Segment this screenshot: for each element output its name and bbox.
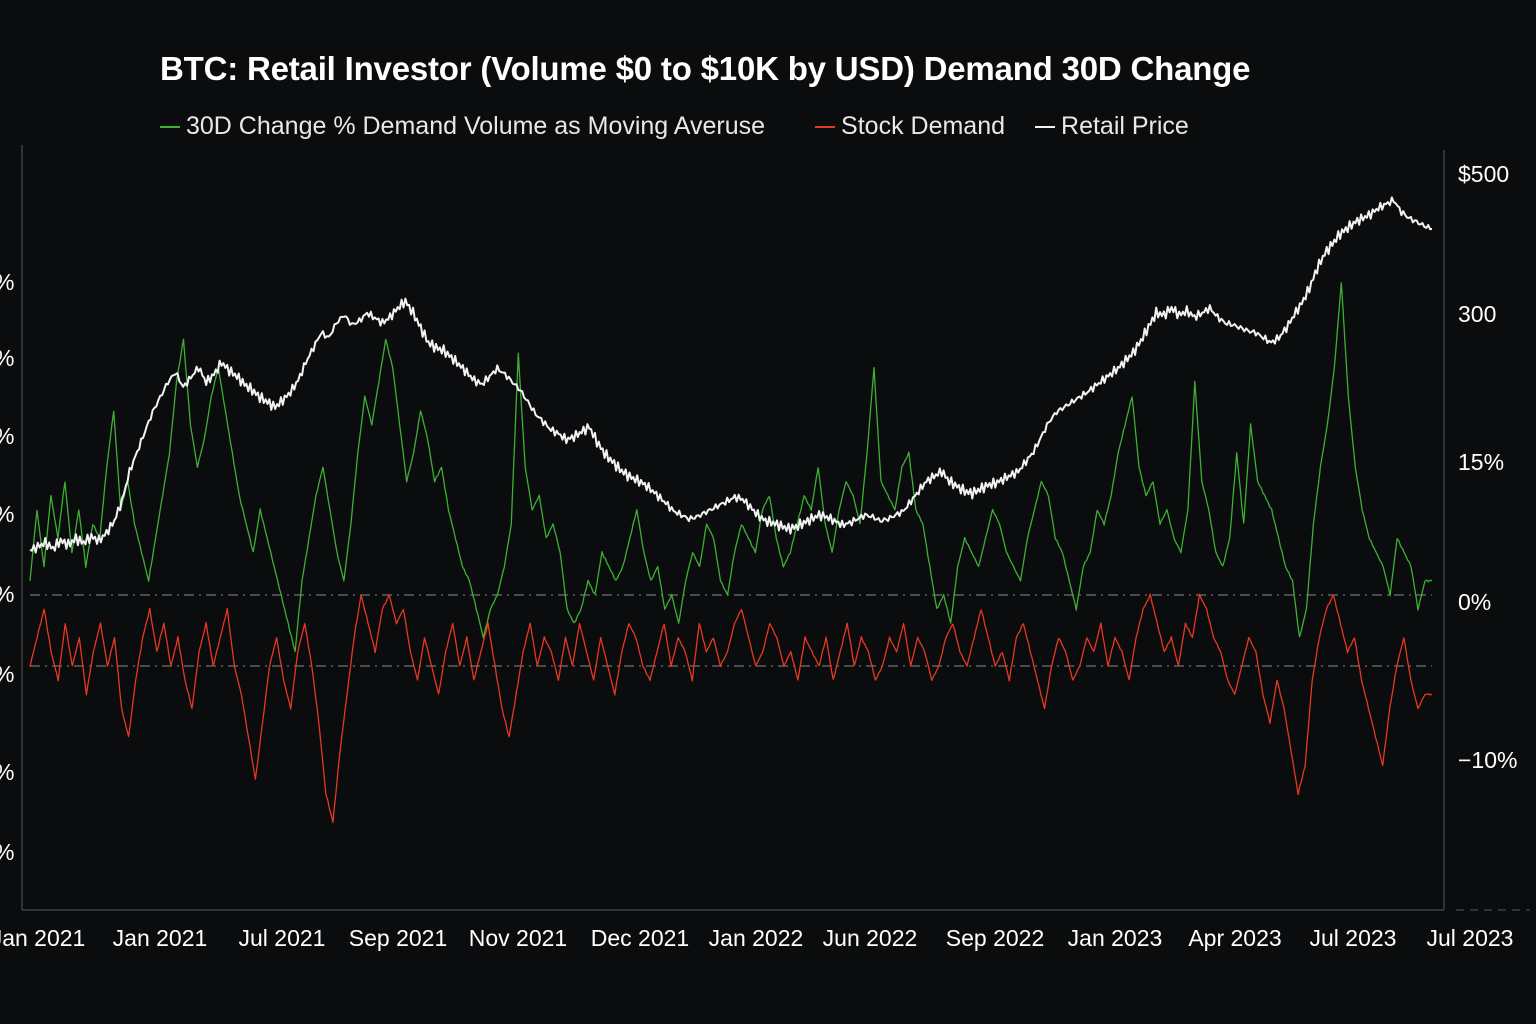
left-axis-tick-label: % <box>0 661 14 687</box>
legend-label-demand: 30D Change % Demand Volume as Moving Ave… <box>186 112 766 140</box>
chart-title: BTC: Retail Investor (Volume $0 to $10K … <box>160 50 1251 87</box>
left-axis-tick-label: % <box>0 501 14 527</box>
legend-label-price: Retail Price <box>1061 112 1189 140</box>
chart-legend: 30D Change % Demand Volume as Moving Ave… <box>160 112 1219 141</box>
x-tick-label: Apr 2023 <box>1188 925 1281 951</box>
right-axis-tick-label: $500 <box>1458 161 1509 187</box>
legend-swatch-demand <box>160 125 180 128</box>
x-tick-label: Jul 2021 <box>239 925 326 951</box>
x-tick-label: Sep 2021 <box>349 925 447 951</box>
demand-series-line <box>29 282 1433 653</box>
right-axis-tick-label: 0% <box>1458 589 1491 615</box>
legend-item-price: Retail Price <box>1035 112 1189 141</box>
retail-price-series-line <box>29 196 1433 554</box>
x-tick-label: Jun 2022 <box>823 925 918 951</box>
legend-label-stock: Stock Demand <box>841 112 1006 140</box>
x-tick-label: Jul 2023 <box>1427 925 1514 951</box>
right-axis-tick-label: −10% <box>1458 747 1517 773</box>
legend-swatch-stock <box>815 125 836 128</box>
left-axis-tick-label: % <box>0 759 14 785</box>
left-axis-tick-label: % <box>0 839 14 865</box>
x-tick-label: Dec 2021 <box>591 925 689 951</box>
x-tick-label: Jan 2021 <box>0 925 85 951</box>
right-axis-tick-label: 300 <box>1458 301 1496 327</box>
x-tick-label: Jan 2022 <box>709 925 804 951</box>
left-axis-tick-label: % <box>0 581 14 607</box>
legend-item-demand: 30D Change % Demand Volume as Moving Ave… <box>160 112 765 141</box>
x-tick-label: Jul 2023 <box>1310 925 1397 951</box>
legend-item-stock: Stock Demand <box>815 112 1005 141</box>
x-tick-label: Nov 2021 <box>469 925 567 951</box>
left-axis-tick-label: % <box>0 345 14 371</box>
right-axis-tick-label: 15% <box>1458 449 1504 475</box>
left-axis-tick-label: % <box>0 423 14 449</box>
x-tick-label: Jan 2023 <box>1068 925 1163 951</box>
x-tick-label: Jan 2021 <box>113 925 208 951</box>
left-axis-tick-label: % <box>0 269 14 295</box>
stock-demand-series-line <box>29 593 1433 824</box>
x-tick-label: Sep 2022 <box>946 925 1044 951</box>
legend-swatch-price <box>1035 125 1056 128</box>
